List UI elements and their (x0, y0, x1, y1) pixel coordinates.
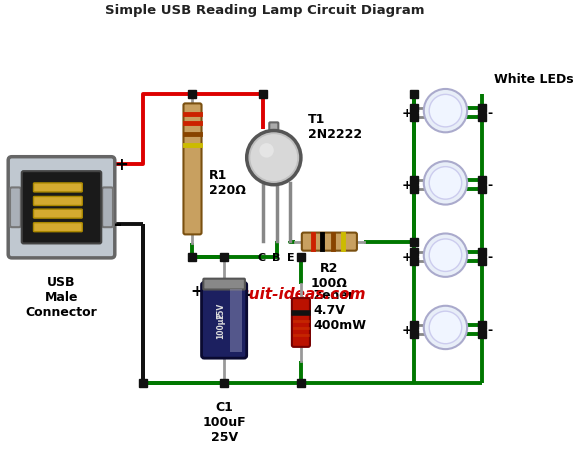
Text: R1
220Ω: R1 220Ω (209, 169, 246, 197)
Circle shape (246, 131, 301, 185)
Circle shape (424, 234, 467, 277)
Text: 25V: 25V (216, 302, 225, 318)
Text: -: - (487, 179, 492, 192)
Circle shape (424, 162, 467, 205)
FancyBboxPatch shape (230, 289, 242, 352)
FancyBboxPatch shape (269, 123, 278, 136)
Text: +: + (401, 107, 412, 120)
Text: -: - (487, 107, 492, 120)
FancyBboxPatch shape (102, 188, 113, 228)
FancyBboxPatch shape (183, 104, 201, 235)
Circle shape (429, 95, 462, 128)
Circle shape (259, 144, 274, 158)
FancyBboxPatch shape (8, 157, 115, 258)
FancyBboxPatch shape (34, 197, 82, 206)
Text: -: - (487, 323, 492, 336)
FancyBboxPatch shape (10, 188, 21, 228)
Text: C: C (258, 252, 266, 262)
Text: +: + (401, 251, 412, 264)
Text: 100µF: 100µF (216, 312, 225, 338)
Text: T1
2N2222: T1 2N2222 (308, 113, 362, 141)
FancyBboxPatch shape (34, 210, 82, 219)
Text: -: - (114, 215, 122, 234)
Text: R2
100Ω: R2 100Ω (311, 262, 348, 290)
Text: USB
Male
Connector: USB Male Connector (26, 276, 97, 318)
Text: +: + (401, 323, 412, 336)
Text: Zener
4.7V
400mW: Zener 4.7V 400mW (314, 288, 367, 331)
Text: B: B (273, 252, 281, 262)
FancyBboxPatch shape (292, 299, 310, 347)
Title: Simple USB Reading Lamp Circuit Diagram: Simple USB Reading Lamp Circuit Diagram (105, 5, 425, 18)
FancyBboxPatch shape (34, 184, 82, 193)
FancyBboxPatch shape (201, 283, 246, 359)
Text: White LEDs: White LEDs (494, 73, 574, 86)
FancyBboxPatch shape (302, 233, 357, 251)
Text: +: + (401, 179, 412, 192)
FancyBboxPatch shape (436, 101, 455, 126)
FancyBboxPatch shape (436, 245, 455, 270)
Text: +: + (191, 283, 204, 298)
FancyBboxPatch shape (21, 172, 101, 244)
Text: -: - (245, 285, 252, 304)
Circle shape (429, 312, 462, 344)
Circle shape (429, 239, 462, 272)
Circle shape (424, 90, 467, 133)
Text: circuit-ideas.com: circuit-ideas.com (218, 286, 365, 301)
Circle shape (429, 167, 462, 200)
FancyBboxPatch shape (436, 317, 455, 342)
FancyBboxPatch shape (34, 223, 82, 232)
Circle shape (251, 135, 298, 182)
FancyBboxPatch shape (204, 279, 245, 290)
Text: C1
100uF
25V: C1 100uF 25V (202, 400, 246, 443)
Text: +: + (114, 156, 128, 174)
Text: E: E (287, 252, 295, 262)
Circle shape (424, 306, 467, 350)
Text: -: - (487, 251, 492, 264)
FancyBboxPatch shape (436, 173, 455, 198)
